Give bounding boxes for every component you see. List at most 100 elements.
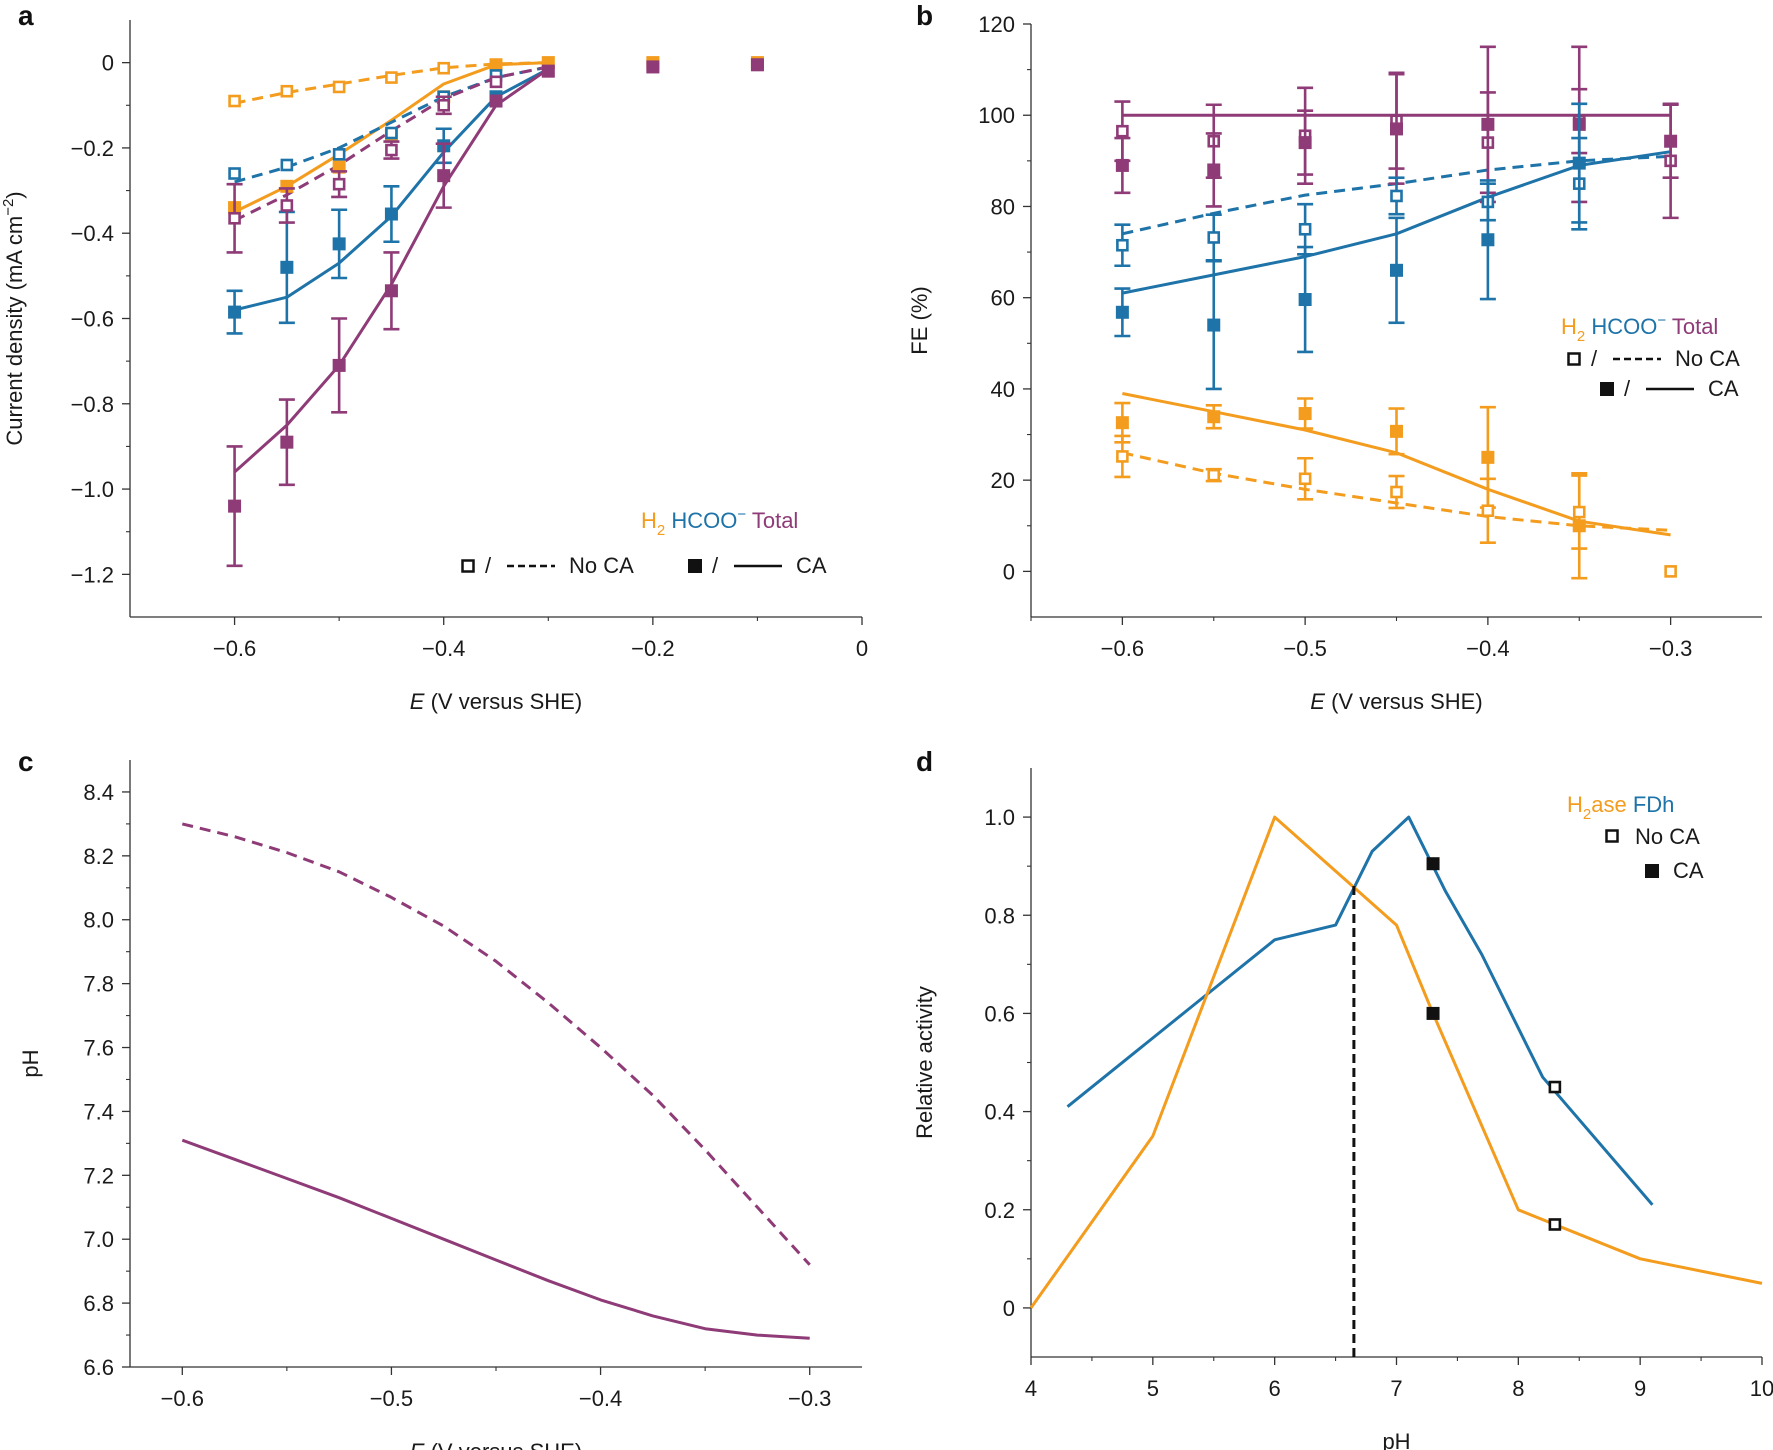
legend-h2-sub: 2: [657, 522, 665, 539]
series-line: [1029, 815, 1763, 1309]
panel-label-b: b: [916, 0, 934, 31]
legend-ca-slash: /: [1624, 376, 1631, 401]
data-point: [1207, 410, 1221, 424]
legend-formate: HCOO: [665, 508, 737, 533]
data-point: [332, 237, 346, 251]
data-point: [1116, 124, 1129, 138]
data-point: [1115, 158, 1129, 172]
legend-ca-label: CA: [1708, 376, 1739, 401]
legend-title: H2 HCOO− Total: [641, 506, 798, 539]
chart-c: 6.6 6.8 7.0 7.2 7.4 7.6 7.8 8.0 8.2 8.4 −0.6 −0.5 −0…: [18, 760, 862, 1450]
y-tick-label: 8.2: [83, 844, 114, 869]
y-tick-label: −1.2: [71, 562, 114, 587]
x-tick-label: 7: [1390, 1376, 1402, 1401]
legend-formate: HCOO: [1585, 314, 1657, 339]
legend-noca-marker: [461, 559, 475, 573]
x-axis-label: pH: [1382, 1429, 1410, 1450]
y-tick-label: 7.8: [83, 972, 114, 997]
data-point: [750, 58, 764, 72]
data-point: [1298, 222, 1312, 236]
data-point: [1298, 472, 1312, 486]
legend-noca-label: No CA: [1675, 346, 1740, 371]
y-tick-label: 100: [978, 103, 1015, 128]
data-point: [1298, 293, 1312, 307]
data-point: [437, 98, 451, 112]
data-point: [1390, 263, 1403, 277]
legend-total: Total: [746, 508, 798, 533]
data-point: [1548, 1218, 1562, 1231]
y-axis-label: Relative activity: [912, 986, 937, 1139]
x-axis-label-text: (V versus SHE): [424, 1439, 582, 1450]
y-axis-label-close: ): [2, 191, 27, 198]
x-tick-label: −0.6: [1101, 636, 1144, 661]
panel-label-c: c: [18, 746, 34, 777]
data-point: [385, 71, 398, 84]
data-point: [1481, 117, 1495, 131]
data-point: [1298, 407, 1312, 421]
x-tick-label: −0.2: [631, 636, 674, 661]
chart-a: 0 −0.2 −0.4 −0.6 −0.8 −1.0 −1.2 −0.6 −0.4 −0.2 0 E …: [0, 20, 868, 714]
legend-fdh: FDh: [1627, 792, 1675, 817]
legend-h2: H: [1561, 314, 1577, 339]
data-point: [280, 260, 294, 274]
data-point: [1207, 468, 1221, 482]
x-tick-label: −0.6: [213, 636, 256, 661]
x-tick-label: 8: [1512, 1376, 1524, 1401]
data-point: [1481, 450, 1495, 464]
series-line: [181, 1138, 810, 1340]
data-point: [280, 435, 294, 449]
data-point: [1390, 189, 1403, 203]
y-tick-label: 0: [1003, 1296, 1015, 1321]
y-tick-label: 120: [978, 12, 1015, 37]
x-tick-label: −0.5: [1283, 636, 1326, 661]
data-point: [228, 94, 241, 108]
y-tick-label: −0.8: [71, 392, 114, 417]
x-tick-label: 6: [1269, 1376, 1281, 1401]
legend-formate-sup: −: [737, 506, 746, 523]
data-point: [280, 199, 294, 212]
y-tick-label: −1.0: [71, 477, 114, 502]
x-tick-label: 9: [1634, 1376, 1646, 1401]
x-tick-label: −0.5: [370, 1386, 413, 1411]
y-axis-label-sup: −2: [0, 199, 17, 216]
data-point: [228, 499, 242, 513]
data-point: [280, 158, 294, 172]
data-point: [1390, 485, 1403, 499]
data-point: [489, 58, 503, 72]
legend-h2ase-sub: 2: [1583, 806, 1591, 823]
legend-noca-slash: /: [485, 553, 492, 578]
data-point: [385, 126, 398, 140]
x-axis-label-symbol: E: [410, 1439, 425, 1450]
data-point: [228, 211, 241, 225]
data-point: [1390, 424, 1403, 438]
panel-c: c 6.6 6.8 7.0 7.2 7.4 7.6 7.8 8.0 8.2 8.4 −0.6 −0.5…: [0, 740, 880, 1450]
data-point: [1207, 231, 1221, 244]
data-point: [1298, 136, 1312, 150]
data-point: [646, 60, 660, 74]
chart-b: 0 20 40 60 80 100 120 −0.6 −0.5 −0.4 −0.3 E (V vers…: [907, 12, 1762, 714]
data-point: [1426, 857, 1440, 871]
legend-h2-sub: 2: [1577, 328, 1585, 345]
data-point: [332, 177, 346, 191]
legend-noca-slash: /: [1591, 346, 1598, 371]
x-tick-label: −0.6: [161, 1386, 204, 1411]
data-point: [541, 64, 555, 78]
legend-h2: H: [641, 508, 657, 533]
y-tick-label: 7.0: [83, 1227, 114, 1252]
legend-noca-marker: [1605, 829, 1619, 843]
data-point: [385, 143, 398, 157]
data-point: [1572, 505, 1586, 519]
data-point: [1481, 233, 1495, 247]
data-point: [1207, 318, 1221, 332]
data-point: [1664, 565, 1677, 578]
y-tick-label: −0.4: [71, 221, 114, 246]
legend-ca-label: CA: [796, 553, 827, 578]
legend-ca-marker: [1645, 864, 1659, 878]
legend-total: Total: [1666, 314, 1718, 339]
y-tick-label: −0.6: [71, 307, 114, 332]
legend-ca-marker: [688, 559, 702, 573]
data-point: [1426, 1006, 1440, 1020]
legend-ca-label: CA: [1673, 858, 1704, 883]
legend-noca-label: No CA: [569, 553, 634, 578]
data-point: [1116, 450, 1129, 463]
